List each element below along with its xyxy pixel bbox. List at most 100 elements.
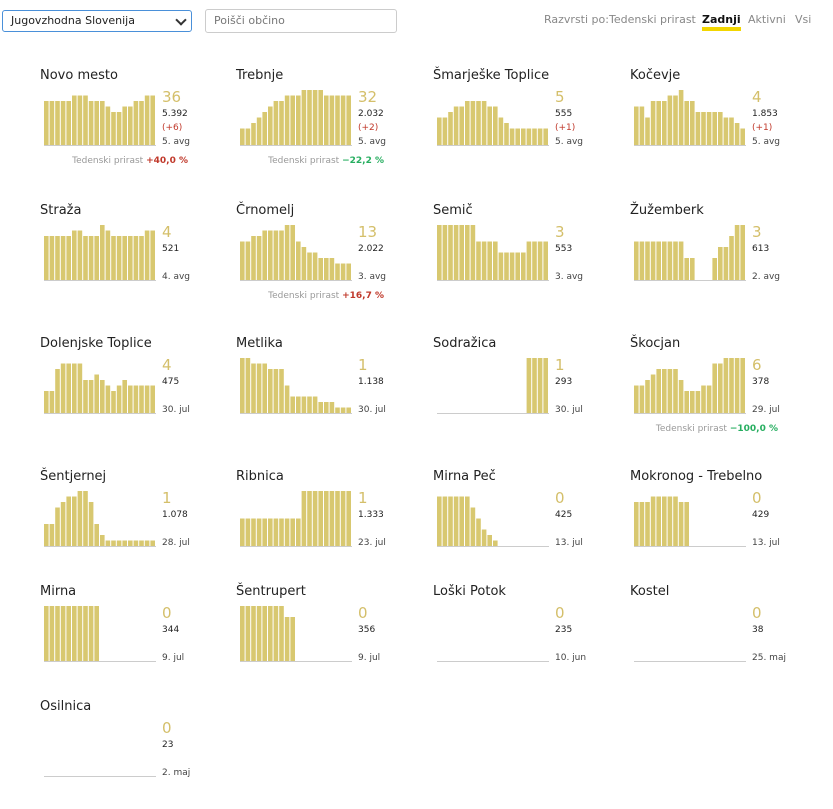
latest-count: 5 bbox=[555, 88, 565, 106]
bar bbox=[301, 396, 307, 413]
bar bbox=[44, 101, 49, 145]
latest-count: 36 bbox=[162, 88, 182, 106]
search-input[interactable]: Poišči občino bbox=[205, 9, 397, 33]
bar bbox=[245, 606, 251, 661]
bar bbox=[290, 225, 295, 280]
municipality-card: Novo mesto 36 5.392 (+6) 5. avg Tedenski prir… bbox=[40, 68, 230, 178]
bar bbox=[245, 358, 251, 413]
total-count: 1.333 bbox=[358, 510, 384, 520]
total-count: 521 bbox=[162, 244, 180, 254]
sort-option[interactable]: Tedenski prirast bbox=[609, 13, 696, 26]
bar bbox=[318, 90, 323, 145]
sort-option[interactable]: Aktivni bbox=[748, 13, 786, 26]
bar bbox=[442, 496, 448, 546]
growth-label: Tedenski prirast bbox=[655, 424, 727, 434]
municipality-name: Mokronog - Trebelno bbox=[630, 469, 763, 484]
municipality-card: Črnomelj 13 2.022 3. avg Tedenski prirast +1… bbox=[236, 203, 426, 313]
sort-option[interactable]: Vsi bbox=[795, 13, 812, 26]
bar bbox=[645, 502, 650, 546]
last-date: 9. jul bbox=[162, 653, 185, 663]
municipality-card: Kostel 0 38 25. maj bbox=[630, 584, 820, 694]
bar bbox=[481, 241, 487, 280]
bar bbox=[290, 617, 295, 661]
bar bbox=[684, 101, 689, 145]
bar bbox=[251, 518, 256, 546]
bar bbox=[139, 540, 144, 546]
bar bbox=[537, 358, 543, 413]
sparkline bbox=[437, 661, 549, 662]
bar bbox=[256, 117, 262, 145]
bar bbox=[111, 391, 116, 413]
bar bbox=[706, 112, 712, 145]
sort-option[interactable]: Zadnji bbox=[702, 13, 741, 31]
bar bbox=[442, 225, 448, 280]
last-date: 9. jul bbox=[358, 653, 381, 663]
total-count: 1.853 bbox=[752, 109, 778, 119]
bar bbox=[251, 236, 256, 280]
bar bbox=[94, 236, 99, 280]
bar bbox=[650, 496, 656, 546]
bar bbox=[712, 258, 717, 280]
weekly-growth: Tedenski prirast +16,7 % bbox=[268, 291, 384, 301]
bar bbox=[526, 241, 532, 280]
last-date: 5. avg bbox=[358, 137, 387, 147]
bar bbox=[83, 491, 88, 546]
last-date: 3. avg bbox=[358, 272, 387, 282]
municipality-card: Semič 3 553 3. avg bbox=[433, 203, 623, 313]
bar bbox=[116, 236, 122, 280]
bar bbox=[55, 507, 60, 546]
latest-count: 1 bbox=[162, 489, 172, 507]
bar bbox=[307, 90, 312, 145]
bar bbox=[105, 540, 111, 546]
latest-count: 0 bbox=[358, 604, 368, 622]
bar bbox=[346, 263, 351, 280]
bar bbox=[335, 491, 340, 546]
bar bbox=[329, 95, 335, 145]
bar bbox=[740, 225, 745, 280]
bar bbox=[284, 518, 290, 546]
bar bbox=[723, 247, 729, 280]
municipality-name: Dolenjske Toplice bbox=[40, 336, 152, 351]
municipality-name: Žužemberk bbox=[630, 203, 704, 218]
sparkline bbox=[44, 606, 156, 662]
bar bbox=[60, 363, 66, 413]
growth-label: Tedenski prirast bbox=[268, 156, 340, 166]
latest-count: 1 bbox=[555, 356, 565, 374]
bar bbox=[318, 258, 323, 280]
bar bbox=[723, 358, 729, 413]
bar bbox=[645, 241, 650, 280]
bar bbox=[634, 502, 639, 546]
bar bbox=[690, 101, 695, 145]
bar bbox=[77, 230, 83, 280]
last-date: 28. jul bbox=[162, 538, 190, 548]
bar bbox=[639, 106, 645, 145]
bar bbox=[105, 385, 111, 413]
bar bbox=[673, 369, 678, 413]
bar bbox=[139, 236, 144, 280]
bar bbox=[673, 241, 678, 280]
sparkline bbox=[634, 496, 746, 547]
bar bbox=[470, 225, 476, 280]
bar bbox=[346, 407, 351, 413]
bar bbox=[279, 369, 284, 413]
bar bbox=[526, 128, 532, 145]
municipality-card: Žužemberk 3 613 2. avg bbox=[630, 203, 820, 313]
last-date: 10. jun bbox=[555, 653, 587, 663]
latest-count: 4 bbox=[162, 223, 172, 241]
daily-delta: (+1) bbox=[555, 123, 576, 133]
bar bbox=[301, 90, 307, 145]
bar bbox=[690, 258, 695, 280]
bar bbox=[521, 128, 526, 145]
region-select[interactable]: Jugovzhodna Slovenija bbox=[2, 10, 192, 32]
bar bbox=[88, 502, 94, 546]
bar bbox=[284, 225, 290, 280]
municipality-card: Straža 4 521 4. avg bbox=[40, 203, 230, 313]
bar bbox=[128, 106, 133, 145]
bar bbox=[256, 363, 262, 413]
bar bbox=[729, 117, 734, 145]
total-count: 235 bbox=[555, 625, 573, 635]
bar bbox=[498, 117, 504, 145]
bar bbox=[100, 535, 105, 546]
latest-count: 4 bbox=[162, 356, 172, 374]
municipality-name: Novo mesto bbox=[40, 68, 118, 83]
